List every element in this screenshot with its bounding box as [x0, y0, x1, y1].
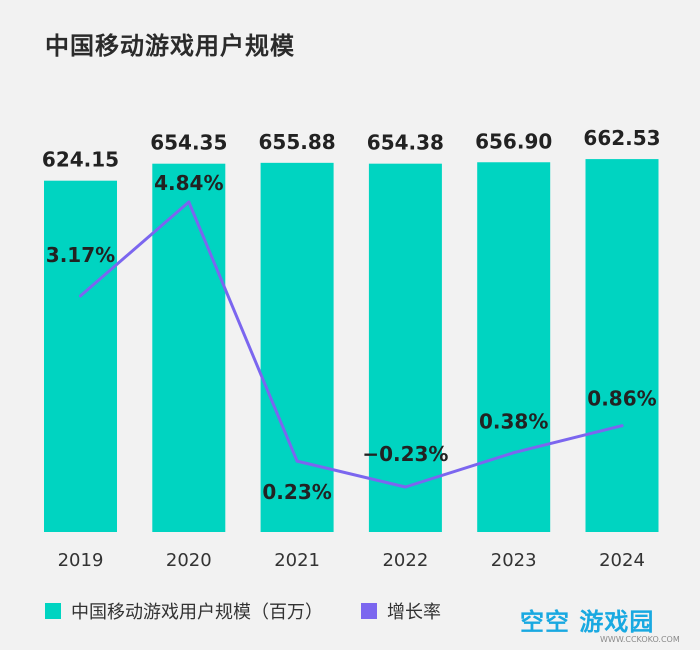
growth-rate-label-2022: −0.23% [362, 442, 448, 466]
growth-rate-label-2023: 0.38% [479, 410, 548, 434]
legend-label-growth: 增长率 [387, 602, 441, 623]
growth-rate-point-2023 [512, 451, 516, 455]
growth-rate-point-2021 [295, 459, 299, 463]
bar-value-label-2023: 656.90 [475, 129, 552, 153]
x-tick-label-2023: 2023 [491, 550, 537, 571]
chart-legend: 中国移动游戏用户规模（百万） 增长率 [45, 598, 479, 624]
bar-2020 [152, 163, 226, 532]
x-tick-label-2019: 2019 [58, 550, 104, 571]
watermark-logo: 空空 游戏园 WWW.CCKOKO.COM [520, 602, 680, 644]
bar-2019 [44, 180, 117, 532]
bar-2024 [585, 159, 659, 532]
bar-value-label-2020: 654.35 [150, 131, 227, 155]
bar-2022 [368, 163, 442, 532]
growth-rate-point-2019 [79, 294, 82, 298]
watermark-text: 空空 游戏园 [520, 608, 655, 636]
x-tick-label-2020: 2020 [166, 550, 212, 571]
x-tick-label-2022: 2022 [382, 550, 428, 571]
bar-value-label-2021: 655.88 [259, 130, 336, 154]
growth-rate-point-2020 [187, 200, 191, 204]
watermark-url: WWW.CCKOKO.COM [600, 635, 680, 644]
bar-value-label-2019: 624.15 [42, 148, 119, 172]
x-tick-label-2021: 2021 [274, 550, 320, 571]
growth-rate-point-2024 [620, 424, 624, 428]
chart-plot-area: 624.15 2019 654.35 2020 655.88 2021 654.38 2022… [42, 126, 661, 571]
growth-rate-label-2020: 4.84% [154, 171, 223, 195]
legend-swatch-users [45, 603, 61, 619]
legend-label-users: 中国移动游戏用户规模（百万） [71, 602, 323, 623]
legend-item-users: 中国移动游戏用户规模（百万） [45, 598, 323, 624]
legend-swatch-growth [361, 603, 377, 619]
bar-2023 [477, 162, 551, 532]
chart-title: 中国移动游戏用户规模 [45, 32, 295, 60]
bar-value-label-2022: 654.38 [367, 131, 444, 155]
legend-item-growth: 增长率 [361, 598, 441, 624]
bar-value-label-2024: 662.53 [583, 126, 660, 150]
x-tick-label-2024: 2024 [599, 550, 645, 571]
growth-rate-label-2019: 3.17% [46, 243, 115, 267]
bar-2021 [260, 162, 334, 532]
growth-rate-label-2021: 0.23% [262, 480, 331, 504]
growth-rate-point-2022 [403, 485, 407, 489]
growth-rate-label-2024: 0.86% [587, 387, 656, 411]
growth-rate-line [79, 200, 624, 489]
